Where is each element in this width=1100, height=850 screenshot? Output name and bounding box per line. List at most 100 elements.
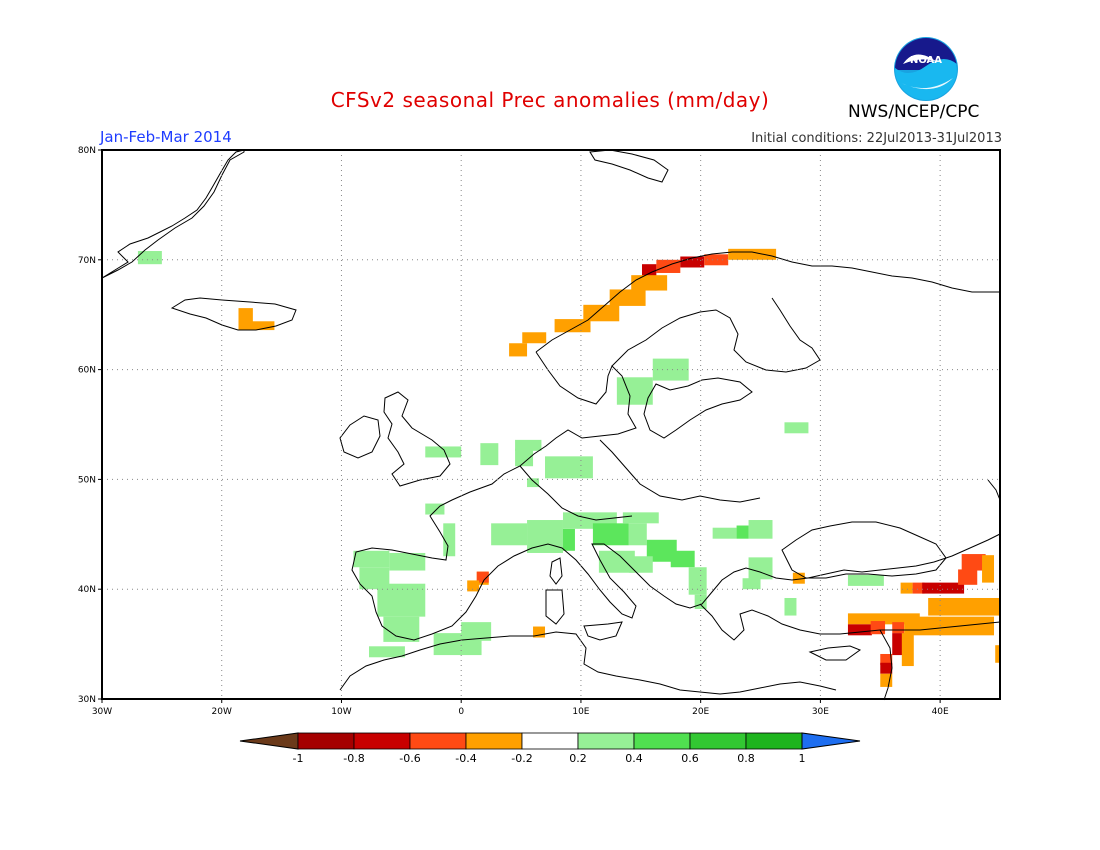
- anomaly-cell: [425, 503, 445, 515]
- anomaly-cell: [238, 308, 253, 323]
- anomaly-cell: [137, 251, 162, 265]
- lon-label: 0: [458, 707, 464, 717]
- lat-label: 70N: [78, 256, 96, 266]
- anomaly-cell: [892, 633, 905, 656]
- anomaly-cell: [892, 622, 905, 634]
- colorbar-tick-label: 0.8: [737, 752, 755, 765]
- anomaly-cell: [491, 523, 528, 546]
- anomaly-cell: [712, 527, 737, 539]
- colorbar-tick-label: -0.4: [455, 752, 476, 765]
- colorbar-swatch: [633, 732, 691, 750]
- lat-label: 60N: [78, 366, 96, 376]
- anomaly-cell: [377, 583, 426, 617]
- lat-label: 80N: [78, 146, 96, 156]
- anomaly-cell: [704, 254, 729, 266]
- anomaly-cell: [982, 555, 995, 583]
- colorbar-tick-label: 1: [799, 752, 806, 765]
- anomaly-cell: [476, 571, 489, 583]
- anomaly-cell: [480, 443, 499, 466]
- colorbar-tick-label: -0.2: [511, 752, 532, 765]
- colorbar-tick-label: 0.4: [625, 752, 643, 765]
- lat-label: 50N: [78, 475, 96, 485]
- anomaly-cell: [901, 633, 914, 667]
- colorbar-swatch: [745, 732, 803, 750]
- anomaly-cell: [736, 525, 749, 539]
- anomaly-cell: [583, 304, 620, 322]
- anomaly-cell: [748, 520, 773, 539]
- anomaly-cell: [533, 626, 546, 638]
- colorbar-high-arrow: [801, 732, 861, 750]
- colorbar-swatch: [353, 732, 411, 750]
- anomaly-cell: [515, 448, 534, 467]
- anomaly-cell: [598, 550, 635, 573]
- colorbar-swatch: [577, 732, 635, 750]
- anomaly-cell: [995, 645, 1000, 663]
- lon-label: 10W: [331, 707, 351, 717]
- anomaly-cell: [880, 653, 893, 665]
- anomaly-cell: [784, 597, 797, 616]
- anomaly-cell: [904, 616, 995, 636]
- anomaly-cell: [467, 580, 480, 592]
- anomaly-cells: [137, 248, 1000, 687]
- colorbar-swatch: [465, 732, 523, 750]
- anomaly-cell: [509, 343, 528, 357]
- lon-label: 10E: [572, 707, 589, 717]
- lon-label: 30E: [812, 707, 829, 717]
- anomaly-cell: [628, 523, 647, 546]
- colorbar: -1 -0.8 -0.6 -0.4 -0.2 0.2 0.4 0.6 0.8 1: [239, 732, 861, 765]
- anomaly-cell: [369, 646, 405, 658]
- anomaly-cell: [847, 574, 884, 586]
- anomaly-cell: [389, 552, 426, 571]
- anomaly-cell: [928, 597, 1000, 616]
- anomaly-cell: [922, 582, 965, 594]
- coastlines: [101, 149, 1001, 701]
- anomaly-cell: [631, 275, 668, 291]
- anomaly-cell: [900, 582, 913, 594]
- colorbar-tick-label: 0.6: [681, 752, 699, 765]
- anomaly-cell: [688, 567, 707, 595]
- anomaly-cell: [562, 528, 575, 551]
- anomaly-cell: [609, 289, 646, 306]
- anomaly-cell: [847, 613, 920, 625]
- colorbar-swatch: [521, 732, 579, 750]
- colorbar-swatch: [297, 732, 355, 750]
- anomaly-cell: [622, 512, 659, 524]
- lat-label: 30N: [78, 695, 96, 705]
- anomaly-cell: [958, 569, 978, 585]
- anomaly-cell: [646, 539, 677, 562]
- anomaly-cell: [515, 439, 542, 451]
- lat-label: 40N: [78, 585, 96, 595]
- anomaly-cell: [652, 358, 689, 381]
- anomaly-cell: [353, 550, 390, 568]
- anomaly-cell: [742, 578, 761, 590]
- anomaly-cell: [522, 332, 547, 344]
- lon-label: 20E: [692, 707, 709, 717]
- anomaly-cell: [545, 456, 593, 479]
- lon-label: 30W: [92, 707, 112, 717]
- anomaly-cell: [616, 377, 653, 405]
- svg-text:NOAA: NOAA: [910, 55, 942, 66]
- anomaly-cell: [425, 446, 462, 458]
- anomaly-cell: [748, 557, 773, 580]
- agency-label: NWS/NCEP/CPC: [848, 102, 980, 122]
- anomaly-cell: [383, 616, 420, 642]
- anomaly-cell: [728, 248, 777, 260]
- anomaly-cell: [554, 319, 591, 333]
- anomaly-cell: [784, 422, 809, 434]
- anomaly-cell: [641, 264, 657, 278]
- anomaly-cell: [961, 554, 986, 571]
- anomaly-cell: [680, 256, 705, 268]
- anomaly-cell: [656, 259, 681, 273]
- anomaly-cell: [912, 582, 925, 594]
- colorbar-swatch: [409, 732, 467, 750]
- colorbar-low-arrow: [239, 732, 299, 750]
- map-title: CFSv2 seasonal Prec anomalies (mm/day): [330, 88, 770, 112]
- lon-label: 40E: [932, 707, 949, 717]
- anomaly-cell: [527, 478, 540, 488]
- anomaly-cell: [592, 523, 629, 546]
- anomaly-cell: [847, 624, 872, 636]
- anomaly-cell: [238, 321, 275, 331]
- colorbar-tick-label: -0.8: [343, 752, 364, 765]
- anomaly-cell: [792, 572, 805, 584]
